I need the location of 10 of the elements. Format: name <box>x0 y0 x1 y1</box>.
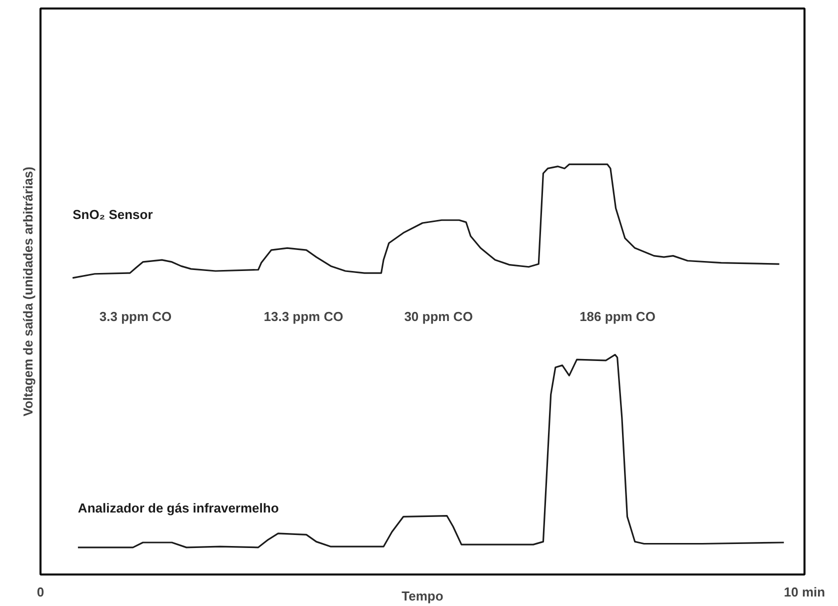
series-label: Analizador de gás infravermelho <box>78 500 279 516</box>
y-axis-title: Voltagem de saída (unidades arbitrárias) <box>20 166 36 416</box>
annotation: 13.3 ppm CO <box>264 309 344 324</box>
annotation: 30 ppm CO <box>404 309 473 324</box>
annotation: 3.3 ppm CO <box>99 309 172 324</box>
x-tick-label: 10 min <box>784 584 826 600</box>
text: SnO₂ Sensor <box>72 206 153 222</box>
annotation: 186 ppm CO <box>580 309 656 324</box>
x-tick-label: 0 <box>36 584 44 600</box>
x-axis-title: Tempo <box>402 588 444 604</box>
